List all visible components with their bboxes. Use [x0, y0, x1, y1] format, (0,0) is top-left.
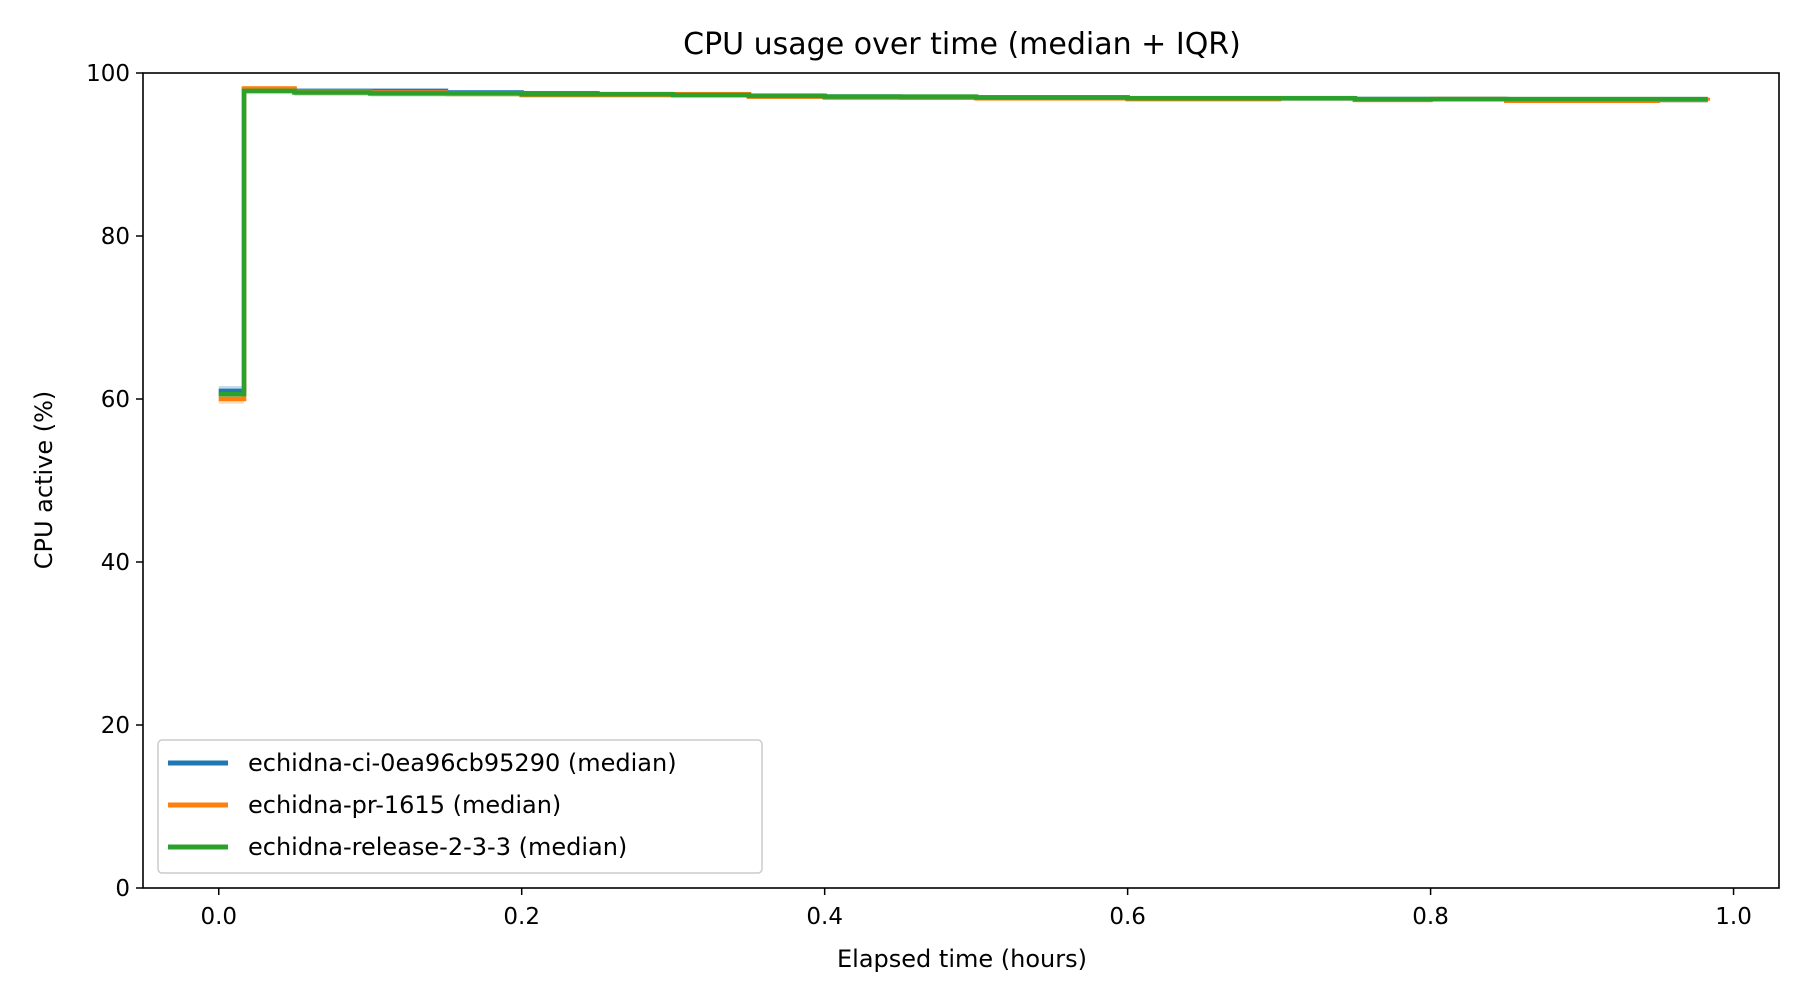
- series-lines: [218, 86, 1711, 402]
- y-tick-label: 0: [115, 876, 130, 902]
- legend: echidna-ci-0ea96cb95290 (median) echidna-…: [157, 739, 763, 874]
- y-tick-label: 20: [101, 713, 130, 739]
- plot-area-frame: [142, 72, 1780, 889]
- legend-frame: [157, 739, 763, 874]
- x-tick-label: 0.6: [1109, 904, 1146, 930]
- chart-title: CPU usage over time (median + IQR): [683, 27, 1241, 62]
- y-axis: 0 20 40 60 80 100: [86, 61, 143, 902]
- y-tick-label: 100: [86, 61, 130, 87]
- x-tick-label: 0.8: [1412, 904, 1449, 930]
- x-tick-label: 0.0: [200, 904, 237, 930]
- median-line-series-3: [218, 88, 1708, 397]
- legend-label-series-3: echidna-release-2-3-3 (median): [248, 833, 627, 861]
- x-tick-label: 1.0: [1715, 904, 1752, 930]
- x-axis: 0.0 0.2 0.4 0.6 0.8 1.0: [200, 888, 1752, 930]
- y-tick-label: 40: [101, 550, 130, 576]
- x-tick-label: 0.2: [503, 904, 540, 930]
- y-tick-label: 60: [101, 387, 130, 413]
- y-tick-label: 80: [101, 224, 130, 250]
- legend-label-series-2: echidna-pr-1615 (median): [248, 791, 561, 819]
- y-axis-label: CPU active (%): [30, 391, 58, 570]
- legend-label-series-1: echidna-ci-0ea96cb95290 (median): [248, 749, 677, 777]
- x-axis-label: Elapsed time (hours): [837, 945, 1087, 973]
- x-tick-label: 0.4: [806, 904, 843, 930]
